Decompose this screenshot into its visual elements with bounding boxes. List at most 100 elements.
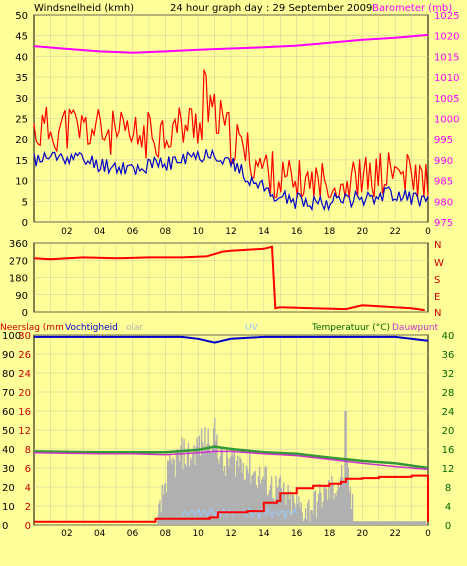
hour-tick-label: 02 — [61, 529, 72, 539]
solar-bar — [298, 496, 300, 525]
barometer-axis-label: Barometer (mb) — [372, 3, 452, 14]
compass-label-n-bottom: N — [434, 308, 441, 319]
solar-bar — [338, 487, 341, 525]
solar-bar — [336, 490, 338, 525]
solar-bar — [315, 518, 318, 525]
hour-tick-label: 16 — [291, 529, 303, 539]
barometer-tick-label: 1010 — [434, 73, 459, 84]
solar-bar — [289, 490, 291, 525]
solar-bar — [198, 435, 201, 525]
solar-bar — [260, 483, 262, 525]
solar-bar — [226, 447, 228, 525]
solar-bar — [258, 467, 261, 525]
wind-direction-tick-label: 90 — [15, 291, 28, 302]
solar-bar — [164, 482, 167, 525]
humidity-tick-label: 60 — [2, 407, 15, 418]
solar-bar — [334, 493, 336, 525]
solar-bar — [261, 479, 263, 525]
solar-bar — [304, 508, 307, 525]
wind-direction-tick-label: 0 — [22, 308, 28, 319]
solar-bar — [157, 516, 159, 525]
solar-bar — [296, 494, 298, 525]
solar-bar — [220, 448, 222, 525]
solar-bar — [249, 451, 251, 525]
solar-bar — [191, 460, 193, 525]
compass-label-e: E — [434, 292, 440, 303]
solar-bar — [300, 502, 302, 525]
solar-bar — [319, 483, 321, 525]
rain-tick-label: 4 — [25, 483, 31, 494]
solar-bar — [190, 457, 192, 525]
solar-bar — [274, 501, 276, 525]
solar-bar — [344, 411, 346, 525]
solar-bar — [186, 448, 189, 525]
solar-bar — [218, 463, 220, 525]
solar-bar — [184, 463, 186, 525]
temperature-tick-label: 32 — [442, 369, 455, 380]
hour-tick-label: 22 — [389, 227, 400, 237]
solar-bar — [308, 499, 310, 525]
solar-bar — [245, 465, 248, 525]
solar-bar — [329, 499, 331, 525]
solar-bar — [208, 444, 210, 525]
solar-bar — [238, 467, 240, 525]
chart-title: 24 hour graph day : 29 September 2009 — [170, 3, 372, 14]
hour-tick-label: 18 — [324, 227, 336, 237]
solar-bar — [242, 462, 244, 525]
wind-tick-label: 15 — [15, 156, 28, 167]
solar-bar — [223, 466, 226, 525]
solar-bar — [351, 493, 354, 525]
solar-bar — [170, 459, 172, 525]
solar-bar — [167, 460, 169, 525]
humidity-series — [34, 335, 429, 344]
humidity-axis-label: Vochtigheid — [65, 323, 118, 333]
temperature-tick-label: 40 — [442, 331, 455, 342]
solar-bar — [252, 474, 254, 525]
solar-bar — [211, 445, 214, 525]
barometer-series — [33, 33, 429, 54]
solar-bar — [159, 500, 161, 525]
solar-bar — [181, 437, 183, 525]
solar-bar — [287, 484, 289, 525]
solar-bar — [165, 492, 168, 525]
solar-bar — [222, 471, 225, 525]
solar-bar — [228, 466, 230, 525]
solar-bar — [193, 445, 195, 525]
hour-tick-label: 06 — [127, 529, 139, 539]
rain-tick-label: 0 — [25, 521, 31, 532]
solar-bar — [269, 484, 272, 525]
solar-bar — [230, 455, 232, 525]
solar-bar — [254, 470, 256, 525]
solar-bar — [262, 476, 264, 525]
wind-series — [33, 33, 429, 212]
solar-bar — [325, 488, 328, 525]
temperature-tick-label: 20 — [442, 426, 455, 437]
rain-tick-label: 16 — [18, 407, 31, 418]
solar-bar — [348, 492, 351, 525]
dewpoint-axis-label: Dauwpunt — [392, 323, 439, 333]
solar-bar — [323, 485, 325, 525]
compass-label-w: W — [434, 258, 444, 269]
solar-bar — [350, 509, 353, 525]
hour-tick-label: 20 — [357, 529, 369, 539]
solar-bar — [264, 467, 266, 525]
solar-bar — [202, 442, 204, 525]
solar-bar — [234, 476, 237, 525]
temperature-tick-label: 28 — [442, 388, 455, 399]
temperature-tick-label: 16 — [442, 445, 455, 456]
solar-bar — [214, 417, 216, 525]
temperature-tick-label: 36 — [442, 350, 455, 361]
uv-axis-label: UV — [245, 323, 259, 333]
solar-bar — [292, 495, 295, 525]
hour-tick-label: 08 — [160, 227, 172, 237]
wind-tick-label: 20 — [15, 135, 28, 146]
solar-bar — [339, 477, 342, 525]
temperature-axis-label: Temperatuur (°C) — [311, 323, 390, 333]
solar-bar — [225, 476, 227, 525]
rain-tick-label: 6 — [25, 464, 31, 475]
solar-bar — [212, 428, 215, 525]
solar-bar — [244, 479, 247, 525]
wind-tick-label: 5 — [22, 197, 28, 208]
solar-bar — [330, 486, 332, 525]
hour-tick-label: 08 — [160, 529, 172, 539]
